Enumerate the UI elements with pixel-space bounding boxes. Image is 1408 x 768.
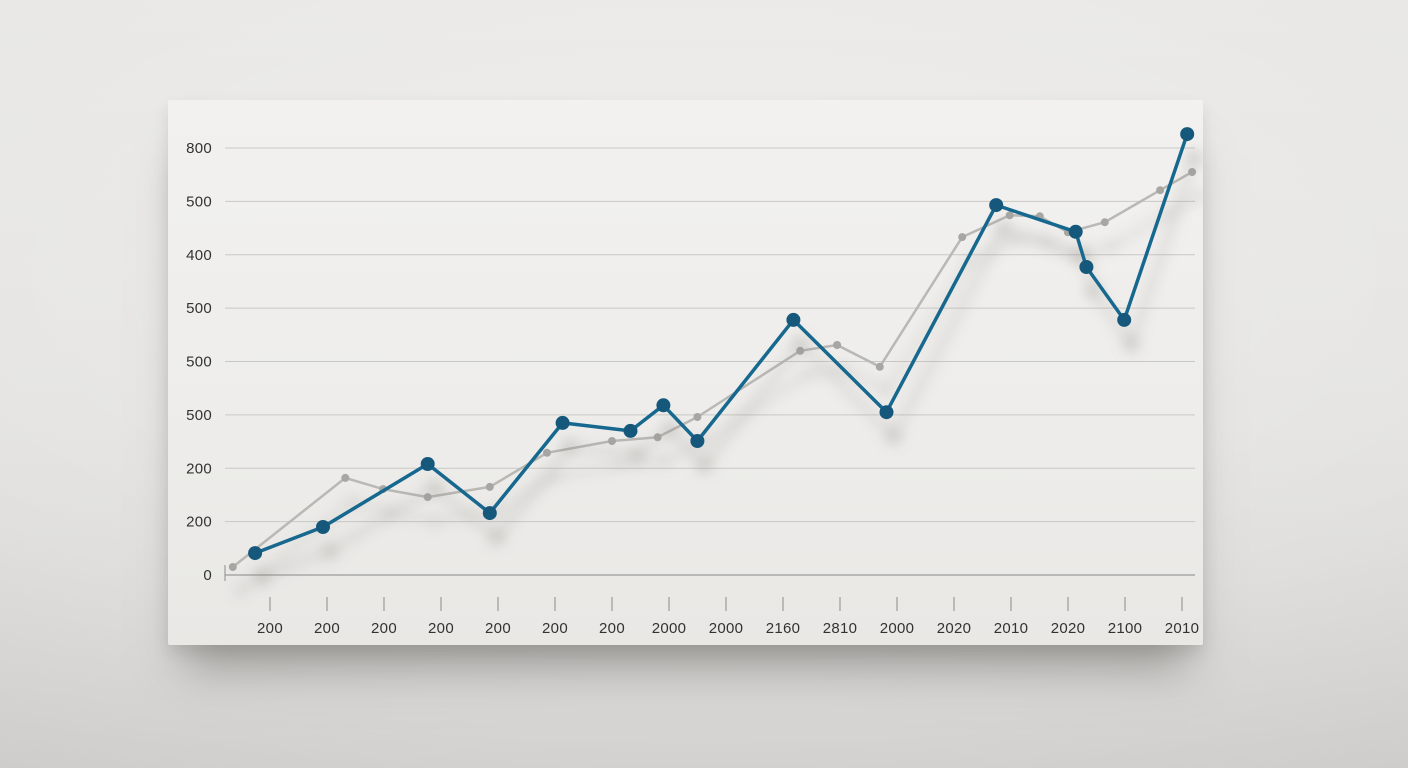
x-tick-label: 200 bbox=[428, 620, 454, 637]
secondary-series-marker bbox=[875, 362, 884, 371]
secondary-series-marker bbox=[1188, 168, 1197, 176]
secondary-series-marker bbox=[958, 233, 967, 242]
primary-series-marker bbox=[248, 546, 263, 561]
primary-series-marker bbox=[482, 506, 497, 521]
secondary-series-marker bbox=[1100, 218, 1109, 227]
secondary-series-marker bbox=[1156, 186, 1165, 195]
x-tick-label: 2100 bbox=[1108, 620, 1143, 637]
primary-series-marker bbox=[1117, 312, 1132, 327]
x-tick-label: 2810 bbox=[823, 620, 858, 637]
y-tick-label: 500 bbox=[186, 354, 212, 371]
grid-layer bbox=[224, 147, 1195, 611]
primary-series-marker bbox=[690, 434, 705, 448]
x-tick-label: 200 bbox=[599, 620, 625, 637]
secondary-series-marker bbox=[693, 413, 702, 421]
primary-series-marker bbox=[555, 415, 570, 430]
secondary-series-marker bbox=[341, 473, 350, 482]
y-tick-label: 500 bbox=[186, 300, 212, 317]
secondary-series-marker bbox=[543, 448, 551, 457]
x-tick-label: 2000 bbox=[880, 620, 915, 637]
primary-series-marker bbox=[656, 398, 671, 413]
primary-series-marker bbox=[1068, 224, 1083, 239]
chart-card: 800 500 400 500 500 500 200 200 0 200 200 200 200 200… bbox=[168, 100, 1203, 645]
secondary-series-marker bbox=[796, 346, 805, 355]
secondary-series-marker bbox=[833, 341, 842, 349]
x-tick-label: 2000 bbox=[652, 620, 687, 637]
primary-series-marker bbox=[623, 423, 638, 438]
secondary-series-marker bbox=[423, 493, 432, 502]
secondary-series-marker bbox=[653, 433, 662, 442]
x-tick-label: 2020 bbox=[937, 620, 972, 637]
x-tick-label: 2160 bbox=[766, 620, 801, 637]
y-tick-label: 400 bbox=[186, 247, 212, 264]
secondary-series-marker bbox=[485, 482, 494, 491]
primary-series-group bbox=[248, 127, 1195, 561]
secondary-series-marker bbox=[608, 437, 616, 445]
secondary-series-line bbox=[231, 170, 1194, 569]
x-tick-label: 200 bbox=[257, 620, 283, 637]
x-tick-label: 200 bbox=[485, 620, 511, 637]
primary-series-marker bbox=[786, 312, 801, 327]
x-tick-label: 2010 bbox=[1165, 620, 1200, 637]
x-tick-label: 2020 bbox=[1051, 620, 1086, 637]
x-tick-label: 2010 bbox=[994, 620, 1029, 637]
series-layer bbox=[228, 127, 1197, 571]
y-tick-label: 200 bbox=[186, 514, 212, 531]
x-tick-label: 200 bbox=[371, 620, 397, 637]
x-tick-label: 2000 bbox=[709, 620, 744, 637]
y-tick-label: 800 bbox=[186, 140, 212, 157]
primary-series-marker bbox=[420, 457, 435, 471]
x-tick-label: 200 bbox=[314, 620, 340, 637]
primary-series-marker bbox=[1079, 260, 1094, 274]
primary-series-marker bbox=[316, 520, 330, 534]
primary-series-marker bbox=[879, 405, 894, 420]
secondary-series-group bbox=[228, 168, 1197, 571]
secondary-series-marker bbox=[1005, 211, 1014, 220]
y-tick-label: 500 bbox=[186, 193, 212, 210]
secondary-series-marker bbox=[228, 563, 237, 571]
y-tick-label: 0 bbox=[203, 567, 212, 584]
primary-series-marker bbox=[1180, 127, 1195, 142]
y-tick-label: 200 bbox=[186, 460, 212, 477]
x-tick-label: 200 bbox=[542, 620, 568, 637]
y-tick-label: 500 bbox=[186, 407, 212, 424]
primary-series-marker bbox=[989, 198, 1004, 213]
